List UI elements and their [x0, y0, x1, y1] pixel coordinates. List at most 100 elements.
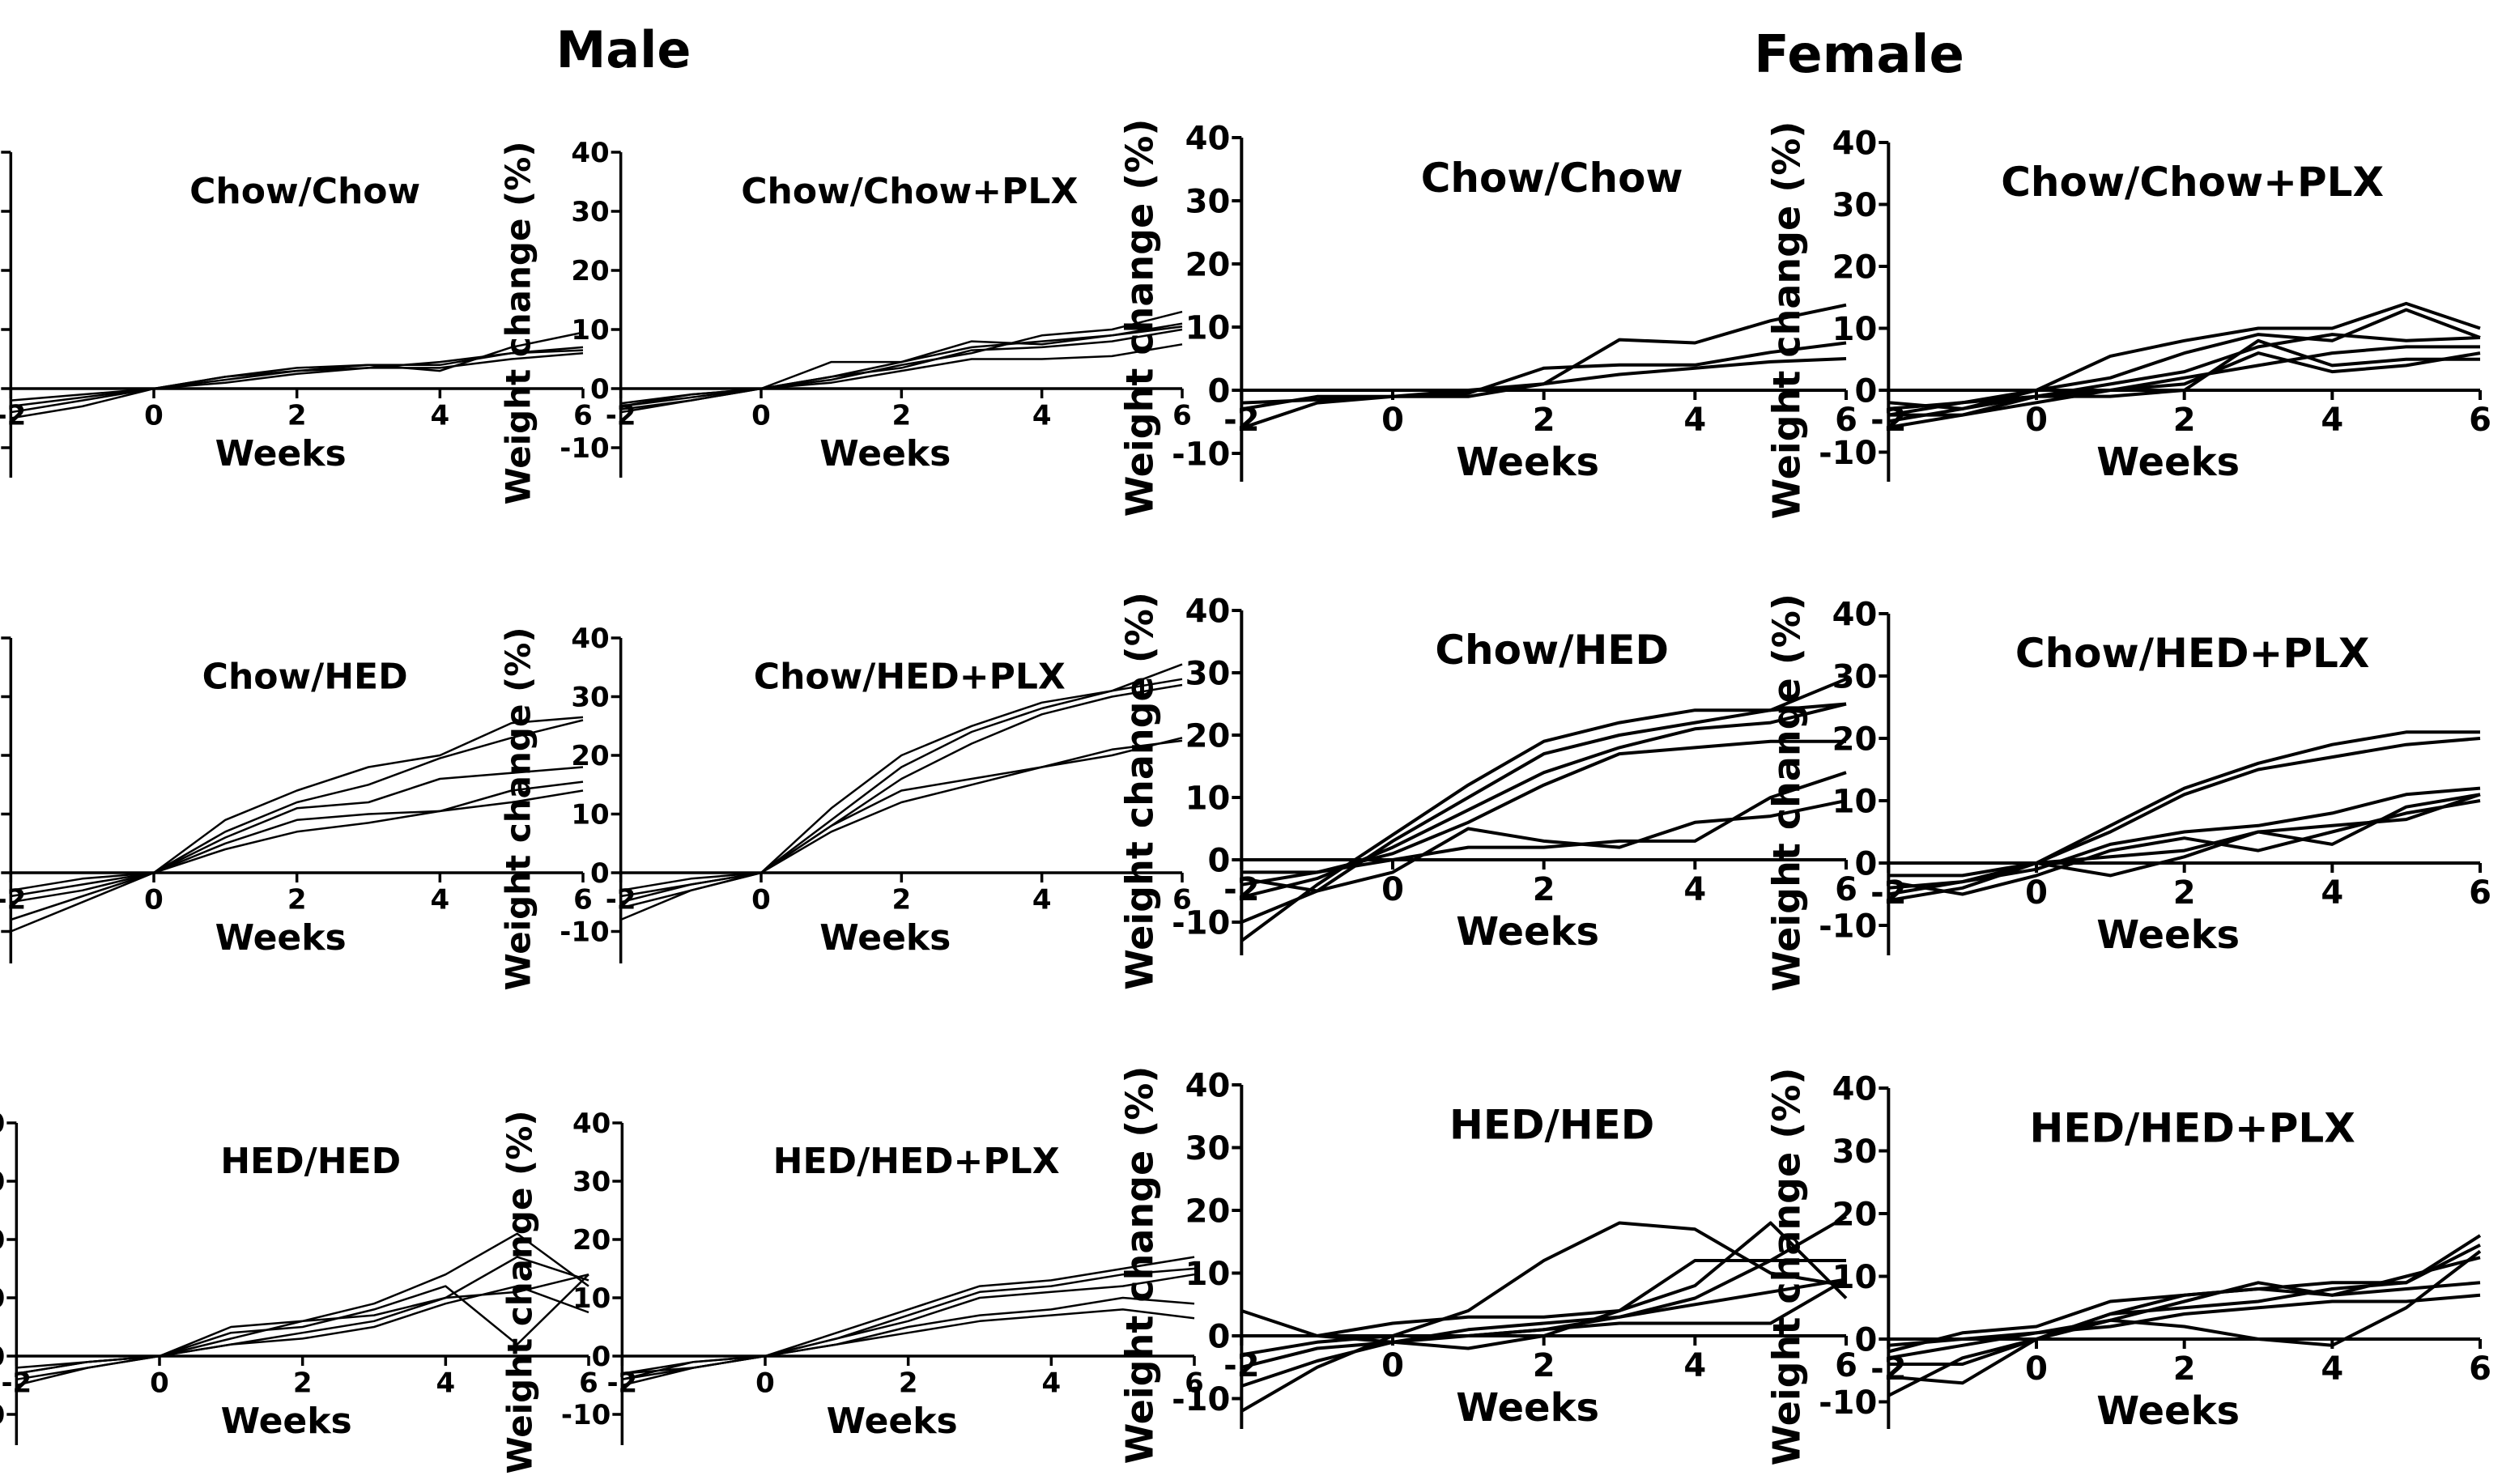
panel-title: Chow/Chow — [1421, 155, 1683, 202]
y-axis-label: Weight change (%) — [500, 1110, 539, 1473]
panel-title: Chow/HED — [1435, 627, 1669, 674]
y-tick-label: 20 — [571, 255, 609, 287]
x-axis-label: Weeks — [1456, 440, 1599, 485]
x-axis-label: Weeks — [215, 917, 347, 959]
y-tick-label: 30 — [571, 682, 609, 714]
x-tick-label: -2 — [1223, 871, 1259, 908]
y-tick-label: 40 — [571, 137, 609, 169]
y-tick-label: 10 — [1832, 1259, 1878, 1296]
x-tick-label: 0 — [751, 399, 771, 432]
panel-title: Chow/Chow+PLX — [741, 171, 1078, 212]
y-tick-label: -10 — [1172, 904, 1230, 942]
y-tick-label: 40 — [1185, 1067, 1231, 1104]
y-tick-label: 30 — [0, 1166, 5, 1198]
y-tick-label: 10 — [1185, 1256, 1231, 1293]
x-tick-label: 0 — [1381, 1347, 1404, 1384]
y-tick-label: 20 — [1185, 1193, 1231, 1230]
series-line-1 — [1887, 301, 2481, 423]
y-axis-label: Weight change (%) — [499, 627, 538, 990]
y-tick-label: 0 — [592, 1341, 611, 1373]
x-tick-label: 2 — [287, 883, 307, 916]
y-tick-label: 10 — [1185, 780, 1231, 817]
y-tick-label: 0 — [1207, 1318, 1230, 1355]
y-axis-label: Weight change (%) — [499, 141, 538, 504]
x-tick-label: 2 — [1533, 402, 1555, 439]
y-tick-label: 20 — [572, 1224, 611, 1257]
x-tick-label: 0 — [1381, 402, 1404, 439]
series-line-5 — [11, 789, 584, 892]
series-line-2 — [1240, 341, 1847, 411]
series-line-4 — [11, 349, 584, 402]
y-tick-label: 20 — [1832, 249, 1878, 286]
y-tick-label: 0 — [590, 857, 610, 890]
y-tick-label: 0 — [590, 373, 610, 406]
x-tick-label: 4 — [1683, 871, 1706, 908]
y-tick-label: 20 — [1185, 246, 1231, 283]
x-tick-label: 2 — [891, 399, 911, 432]
x-tick-label: 6 — [1172, 399, 1192, 432]
y-tick-label: 10 — [0, 1282, 5, 1315]
y-tick-label: 0 — [0, 1341, 5, 1373]
y-tick-label: 30 — [1832, 187, 1878, 224]
series-line-4 — [620, 343, 1183, 408]
series-line-1 — [1887, 730, 2480, 903]
series-line-4 — [1240, 739, 1846, 887]
x-tick-label: 4 — [2321, 1350, 2343, 1388]
series-line-3 — [1888, 786, 2481, 890]
y-tick-label: 30 — [1185, 183, 1231, 220]
y-tick-label: 20 — [1185, 717, 1231, 755]
series-line-5 — [622, 1308, 1195, 1375]
y-tick-label: 40 — [571, 623, 609, 655]
y-tick-label: 30 — [572, 1166, 611, 1198]
x-tick-label: 2 — [293, 1367, 313, 1399]
series-line-5 — [620, 328, 1183, 410]
y-tick-label: 40 — [1185, 120, 1231, 157]
series-line-1 — [1240, 1221, 1847, 1413]
x-axis-label: Weeks — [1456, 909, 1599, 955]
x-axis-label: Weeks — [819, 433, 951, 474]
x-tick-label: 0 — [2025, 1350, 2048, 1388]
panel-title: HED/HED+PLX — [773, 1141, 1060, 1182]
series-line-2 — [620, 322, 1183, 408]
panel-title: HED/HED — [220, 1141, 401, 1182]
y-tick-label: -10 — [1819, 908, 1877, 945]
series-line-4 — [622, 1296, 1195, 1381]
series-line-5 — [1887, 1249, 2482, 1360]
y-tick-label: 10 — [1185, 309, 1231, 347]
x-axis-label: Weeks — [827, 1401, 958, 1442]
x-tick-label: 6 — [1185, 1367, 1204, 1399]
y-tick-label: 30 — [1832, 1133, 1878, 1171]
y-tick-label: 10 — [571, 799, 609, 831]
header-male: Male — [556, 20, 691, 79]
y-axis-label: Weight change (%) — [1117, 592, 1161, 990]
y-tick-label: 10 — [571, 314, 609, 347]
y-tick-label: 30 — [1832, 658, 1878, 695]
series-line-5 — [1240, 1278, 1848, 1357]
y-axis-label: Weight change (%) — [1117, 1066, 1161, 1465]
y-tick-label: 20 — [1832, 721, 1878, 758]
x-tick-label: 6 — [2469, 402, 2491, 439]
x-tick-label: 4 — [2321, 402, 2343, 439]
x-axis-label: Weeks — [2096, 440, 2240, 485]
x-tick-label: 6 — [1835, 1347, 1857, 1384]
x-tick-label: 0 — [755, 1367, 775, 1399]
y-tick-label: 40 — [1832, 125, 1878, 162]
x-tick-label: 0 — [751, 883, 771, 916]
y-tick-label: 40 — [572, 1108, 611, 1140]
series-line-2 — [1887, 737, 2481, 896]
y-tick-label: -10 — [1819, 1384, 1877, 1422]
y-axis-label: Weight change (%) — [1117, 119, 1161, 517]
panel-title: Chow/HED+PLX — [2015, 630, 2370, 677]
series-line-2 — [1240, 1221, 1848, 1337]
y-tick-label: 0 — [1207, 372, 1230, 410]
series-line-1 — [1887, 1234, 2482, 1397]
